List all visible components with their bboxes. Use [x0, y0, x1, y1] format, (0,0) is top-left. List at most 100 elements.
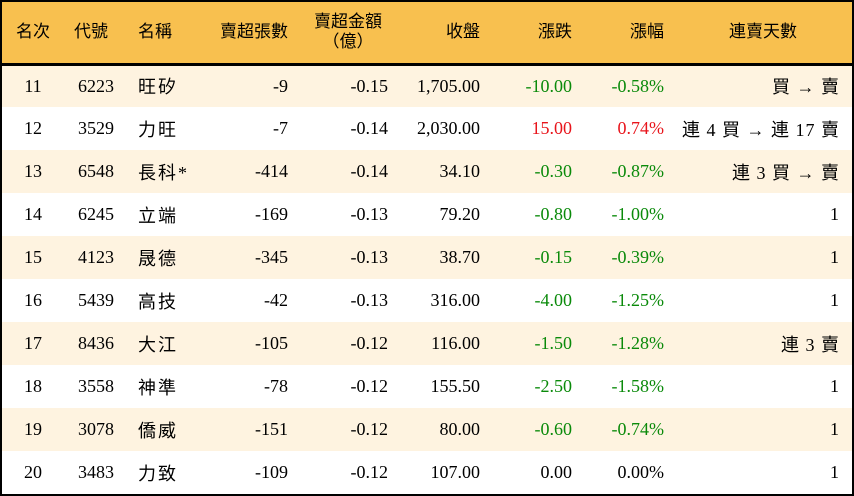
- net-sell-lots-cell: -7: [273, 118, 288, 138]
- price-change-cell: -2.50: [534, 376, 573, 396]
- table-row[interactable]: 11 6223 旺矽 -9 -0.15 1,705.00 -10.00 -0.58% 買 → 賣: [2, 64, 852, 107]
- price-change-cell: -10.00: [525, 75, 573, 96]
- change-pct-cell: -1.00%: [611, 204, 665, 224]
- stock-code-cell: 8436: [78, 333, 114, 353]
- table-row[interactable]: 19 3078 僑威 -151 -0.12 80.00 -0.60 -0.74% 1: [2, 408, 852, 451]
- table-row[interactable]: 16 5439 高技 -42 -0.13 316.00 -4.00 -1.25% 1: [2, 279, 852, 322]
- net-sell-amount-cell: -0.12: [350, 462, 389, 482]
- sell-streak-cell: 連 4 買 → 連 17 賣: [682, 119, 840, 140]
- change-pct-cell: -1.25%: [611, 290, 665, 310]
- net-sell-lots-cell: -414: [255, 161, 288, 181]
- stock-code-cell: 6245: [78, 204, 114, 224]
- header-rank[interactable]: 名次: [2, 2, 64, 66]
- stock-name-cell: 旺矽: [138, 77, 178, 98]
- sell-streak-cell: 連 3 買 → 賣: [732, 162, 840, 183]
- stock-name-cell: 僑威: [138, 420, 178, 441]
- header-net-sell-lots[interactable]: 賣超張數: [202, 2, 298, 66]
- rank-cell: 16: [24, 290, 42, 310]
- stock-code-cell: 6548: [78, 161, 114, 181]
- table-row[interactable]: 18 3558 神準 -78 -0.12 155.50 -2.50 -1.58% 1: [2, 365, 852, 408]
- rank-cell: 17: [24, 333, 42, 353]
- net-sell-amount-cell: -0.12: [350, 376, 389, 396]
- change-pct-cell: -0.74%: [611, 419, 665, 439]
- price-change-cell: -0.60: [534, 419, 573, 439]
- net-sell-amount-cell: -0.13: [350, 247, 389, 267]
- close-price-cell: 107.00: [430, 462, 481, 482]
- net-sell-lots-cell: -9: [273, 75, 288, 96]
- header-change[interactable]: 漲跌: [490, 2, 582, 66]
- sell-streak-cell: 1: [830, 247, 840, 267]
- net-sell-lots-cell: -109: [255, 462, 288, 482]
- stock-name-cell: 高技: [138, 291, 178, 312]
- stock-code-cell: 3529: [78, 118, 114, 138]
- header-close[interactable]: 收盤: [398, 2, 490, 66]
- header-sell-streak[interactable]: 連賣天數: [674, 2, 852, 66]
- table-row[interactable]: 12 3529 力旺 -7 -0.14 2,030.00 15.00 0.74% 連 4 買 →…: [2, 107, 852, 150]
- stock-name-cell: 力致: [138, 463, 178, 484]
- sell-streak-cell: 1: [830, 204, 840, 224]
- table-row[interactable]: 15 4123 晟德 -345 -0.13 38.70 -0.15 -0.39% 1: [2, 236, 852, 279]
- rank-cell: 15: [24, 247, 42, 267]
- net-sell-lots-cell: -42: [264, 290, 288, 310]
- close-price-cell: 116.00: [431, 333, 480, 353]
- net-sell-amount-cell: -0.14: [350, 118, 389, 138]
- table-row[interactable]: 14 6245 立端 -169 -0.13 79.20 -0.80 -1.00% 1: [2, 193, 852, 236]
- change-pct-cell: -0.87%: [611, 161, 665, 181]
- header-change-pct[interactable]: 漲幅: [582, 2, 674, 66]
- sell-streak-cell: 連 3 賣: [781, 334, 840, 355]
- net-sell-amount-cell: -0.15: [350, 75, 389, 96]
- table-row[interactable]: 20 3483 力致 -109 -0.12 107.00 0.00 0.00% 1: [2, 451, 852, 494]
- stock-name-cell: 晟德: [138, 248, 178, 269]
- net-sell-amount-cell: -0.14: [350, 161, 389, 181]
- price-change-cell: -0.80: [534, 204, 573, 224]
- stock-name-cell: 長科*: [138, 162, 189, 183]
- stock-name-cell: 力旺: [138, 119, 178, 140]
- net-sell-amount-cell: -0.12: [350, 419, 389, 439]
- close-price-cell: 1,705.00: [417, 75, 480, 96]
- header-net-sell-amount-line2: （億）: [322, 32, 374, 52]
- price-change-cell: 15.00: [531, 118, 573, 138]
- net-sell-lots-cell: -105: [255, 333, 288, 353]
- header-net-sell-amount-line1: 賣超金額: [314, 12, 382, 32]
- stock-code-cell: 4123: [78, 247, 114, 267]
- close-price-cell: 79.20: [439, 204, 481, 224]
- sell-streak-cell: 1: [830, 462, 840, 482]
- sell-streak-cell: 1: [830, 419, 840, 439]
- rank-cell: 12: [24, 118, 42, 138]
- net-sell-lots-cell: -345: [255, 247, 288, 267]
- net-sell-lots-cell: -169: [255, 204, 288, 224]
- header-name[interactable]: 名稱: [130, 2, 202, 66]
- close-price-cell: 34.10: [439, 161, 481, 181]
- table-row[interactable]: 17 8436 大江 -105 -0.12 116.00 -1.50 -1.28% 連 3 賣: [2, 322, 852, 365]
- net-sell-amount-cell: -0.13: [350, 290, 389, 310]
- price-change-cell: 0.00: [540, 462, 573, 482]
- price-change-cell: -0.15: [534, 247, 573, 267]
- change-pct-cell: 0.74%: [617, 118, 665, 138]
- rank-cell: 18: [24, 376, 42, 396]
- header-net-sell-amount[interactable]: 賣超金額 （億）: [298, 2, 398, 66]
- change-pct-cell: -0.39%: [611, 247, 665, 267]
- rank-cell: 20: [24, 462, 42, 482]
- price-change-cell: -0.30: [534, 161, 573, 181]
- sell-streak-cell: 1: [830, 376, 840, 396]
- stock-code-cell: 5439: [78, 290, 114, 310]
- rank-cell: 19: [24, 419, 42, 439]
- close-price-cell: 80.00: [439, 419, 481, 439]
- change-pct-cell: -1.28%: [611, 333, 665, 353]
- stock-name-cell: 大江: [138, 334, 178, 355]
- stock-code-cell: 3078: [78, 419, 114, 439]
- stock-code-cell: 3483: [78, 462, 114, 482]
- header-code[interactable]: 代號: [64, 2, 130, 66]
- rank-cell: 11: [24, 75, 42, 96]
- stock-code-cell: 6223: [78, 75, 114, 96]
- net-sell-amount-cell: -0.12: [350, 333, 389, 353]
- rank-cell: 14: [24, 204, 42, 224]
- sell-streak-cell: 買 → 賣: [772, 77, 840, 98]
- table-row[interactable]: 13 6548 長科* -414 -0.14 34.10 -0.30 -0.87% 連 3 買 …: [2, 150, 852, 193]
- change-pct-cell: 0.00%: [617, 462, 665, 482]
- sell-streak-cell: 1: [830, 290, 840, 310]
- net-sell-lots-cell: -78: [264, 376, 288, 396]
- stock-name-cell: 神準: [138, 377, 178, 398]
